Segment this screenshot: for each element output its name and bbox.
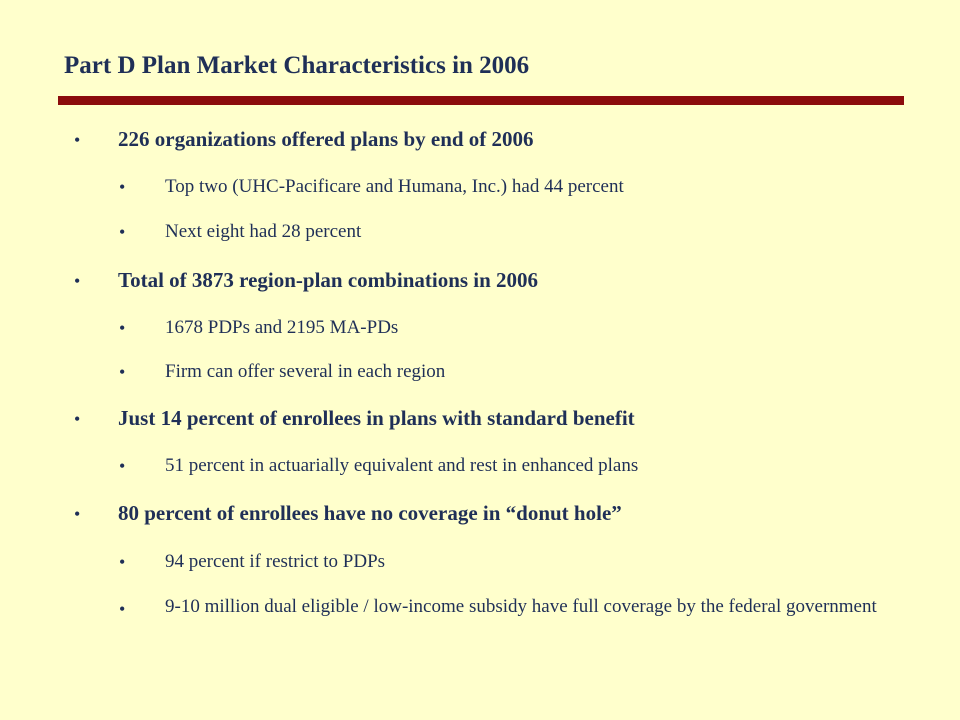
sub-bullet-item-top-two: • Top two (UHC-Pacificare and Humana, In… — [119, 176, 624, 198]
sub-bullet-text: Next eight had 28 percent — [165, 221, 362, 242]
bullet-item-standard-benefit: • Just 14 percent of enrollees in plans … — [74, 406, 635, 431]
slide-title: Part D Plan Market Characteristics in 20… — [64, 52, 530, 79]
sub-bullet-item-pdps: • 1678 PDPs and 2195 MA-PDs — [119, 317, 399, 339]
sub-bullet-item-firm-offer: • Firm can offer several in each region — [119, 361, 446, 383]
bullet-text: Just 14 percent of enrollees in plans wi… — [118, 406, 635, 430]
bullet-dot-icon: • — [74, 130, 81, 150]
bullet-dot-icon: • — [74, 409, 81, 429]
bullet-item-organizations: • 226 organizations offered plans by end… — [74, 127, 534, 152]
bullet-dot-icon: • — [74, 271, 81, 291]
sub-bullet-text: Firm can offer several in each region — [165, 361, 446, 382]
sub-bullet-item-restrict-pdps: • 94 percent if restrict to PDPs — [119, 551, 386, 573]
sub-bullet-text: 9-10 million dual eligible / low-income … — [165, 596, 877, 617]
sub-bullet-item-next-eight: • Next eight had 28 percent — [119, 221, 362, 243]
bullet-dot-icon: • — [119, 456, 126, 476]
bullet-dot-icon: • — [119, 552, 126, 572]
sub-bullet-text: 94 percent if restrict to PDPs — [165, 551, 386, 572]
bullet-dot-icon: • — [119, 362, 126, 382]
bullet-item-donut-hole: • 80 percent of enrollees have no covera… — [74, 501, 622, 526]
title-underline-rule — [58, 96, 904, 105]
bullet-text: Total of 3873 region-plan combinations i… — [118, 268, 539, 292]
sub-bullet-text: 51 percent in actuarially equivalent and… — [165, 455, 639, 476]
bullet-dot-icon: • — [74, 504, 81, 524]
sub-bullet-text: 1678 PDPs and 2195 MA-PDs — [165, 317, 399, 338]
sub-bullet-item-dual-eligible: • 9-10 million dual eligible / low-incom… — [119, 591, 885, 623]
bullet-dot-icon: • — [119, 318, 126, 338]
sub-bullet-text: Top two (UHC-Pacificare and Humana, Inc.… — [165, 176, 624, 197]
bullet-dot-icon: • — [119, 222, 126, 242]
bullet-dot-icon: • — [119, 177, 126, 197]
bullet-text: 80 percent of enrollees have no coverage… — [118, 501, 622, 525]
bullet-item-region-plan: • Total of 3873 region-plan combinations… — [74, 268, 539, 293]
sub-bullet-item-actuarially: • 51 percent in actuarially equivalent a… — [119, 455, 639, 477]
bullet-dot-icon: • — [119, 599, 126, 619]
bullet-text: 226 organizations offered plans by end o… — [118, 127, 534, 151]
